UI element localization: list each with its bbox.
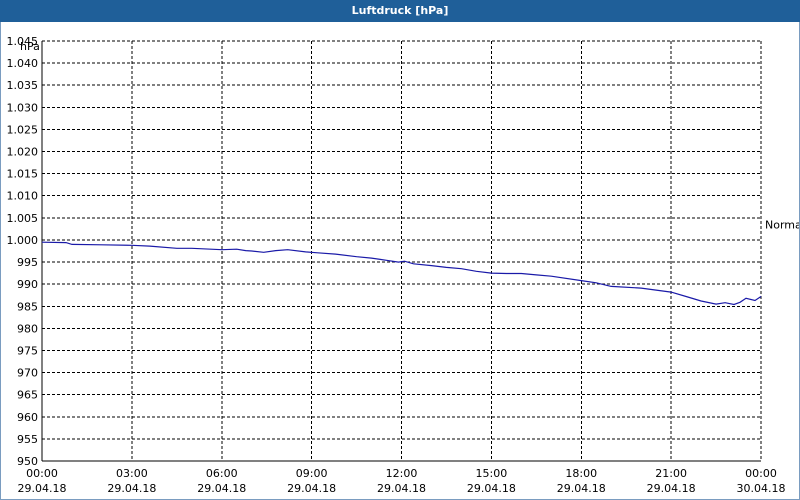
y-tick-label: 1.035	[7, 79, 39, 92]
y-tick-label: 1.030	[7, 101, 39, 114]
chart-frame: 950 955 960 965 970 975 980 985 990 995 1.000 1.005…	[0, 22, 800, 500]
x-tick-time-label: 06:00	[206, 467, 238, 480]
pressure-series-line	[41, 241, 762, 306]
y-tick-label: 955	[17, 433, 38, 446]
y-tick-label: 995	[17, 256, 38, 269]
x-tick-time-label: 00:00	[745, 467, 777, 480]
x-tick-time-label: 09:00	[296, 467, 328, 480]
y-tick-label: 1.025	[7, 123, 39, 136]
x-tick-time-label: 12:00	[386, 467, 418, 480]
y-tick-label: 980	[17, 322, 38, 335]
x-tick-time-label: 00:00	[26, 467, 58, 480]
x-tick-date-label: 29.04.18	[18, 482, 67, 495]
y-tick-label: 1.015	[7, 168, 39, 181]
y-tick-label: 1.040	[7, 57, 39, 70]
x-tick-date-label: 29.04.18	[467, 482, 516, 495]
y-tick-label: 960	[17, 411, 38, 424]
x-tick-time-label: 18:00	[565, 467, 597, 480]
x-tick-time-label: 03:00	[116, 467, 148, 480]
pressure-line-chart: 950 955 960 965 970 975 980 985 990 995 1.000 1.005…	[7, 35, 800, 495]
y-tick-label: 990	[17, 278, 38, 291]
x-tick-date-label: 29.04.18	[107, 482, 156, 495]
y-tick-label: 1.045	[7, 35, 39, 48]
x-tick-date-label: 29.04.18	[197, 482, 246, 495]
y-tick-label: 985	[17, 300, 38, 313]
y-tick-label: 965	[17, 389, 38, 402]
x-tick-date-label: 29.04.18	[287, 482, 336, 495]
y-tick-label: 1.000	[7, 234, 39, 247]
y-tick-label: 1.010	[7, 190, 39, 203]
x-tick-date-label: 29.04.18	[377, 482, 426, 495]
x-tick-date-label: 29.04.18	[557, 482, 606, 495]
x-tick-date-label: 30.04.18	[737, 482, 786, 495]
y-tick-label: 975	[17, 344, 38, 357]
x-tick-time-label: 21:00	[655, 467, 687, 480]
y-tick-label: 950	[17, 455, 38, 468]
chart-title: Luftdruck [hPa]	[0, 0, 800, 22]
x-tick-time-label: 15:00	[476, 467, 508, 480]
y-tick-label: 1.020	[7, 146, 39, 159]
y-tick-label: 1.005	[7, 212, 39, 225]
y-axis-unit-label: hPa	[20, 40, 40, 53]
normal-reference-label: Normal	[765, 218, 799, 231]
x-tick-date-label: 29.04.18	[647, 482, 696, 495]
y-tick-label: 970	[17, 367, 38, 380]
